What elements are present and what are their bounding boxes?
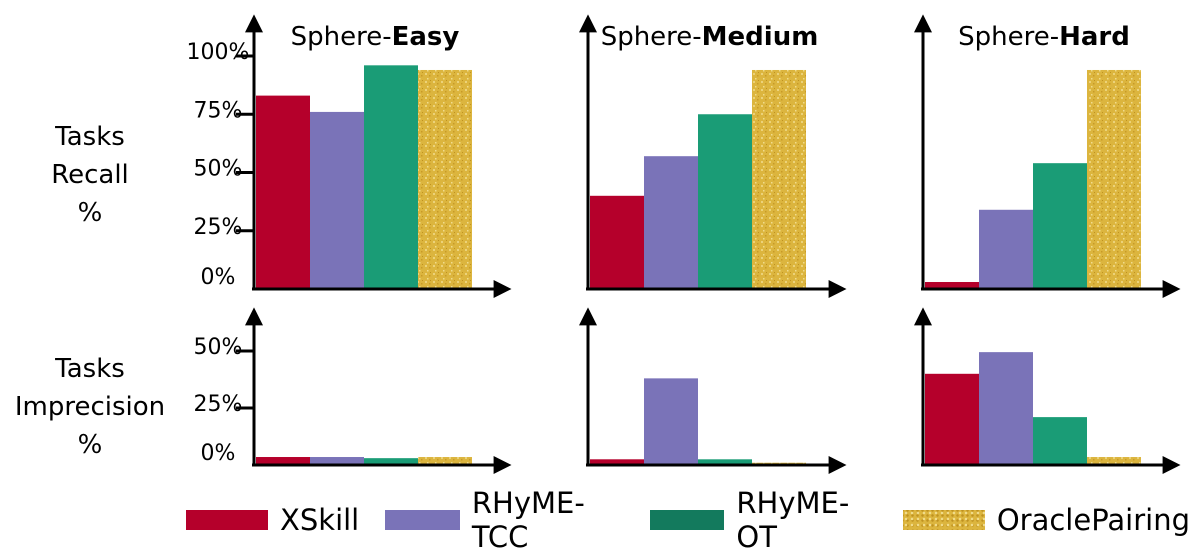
row-label-imprecision-line1: Tasks	[55, 354, 125, 384]
bar-oraclepairing	[418, 69, 472, 289]
panel-2: Sphere-Medium	[579, 14, 847, 298]
bar-rhyme-tcc	[310, 457, 364, 465]
panel-title: Sphere-Hard	[958, 22, 1130, 52]
bar-rhyme-tcc	[979, 352, 1033, 465]
bar-xskill	[590, 195, 644, 289]
bar-rhyme-ot	[364, 458, 418, 465]
bar-xskill	[256, 95, 310, 289]
bar-xskill	[925, 373, 979, 465]
y-tick-label: 100%	[187, 40, 250, 65]
legend-swatch-rhyme-ot	[649, 510, 725, 530]
panel-5	[579, 307, 847, 474]
bar-oraclepairing	[1087, 457, 1141, 465]
y-tick-label: 50%	[194, 157, 243, 182]
bar-rhyme-tcc	[979, 209, 1033, 289]
bar-rhyme-ot	[698, 114, 752, 289]
bar-rhyme-tcc	[644, 156, 698, 289]
row-label-recall-line1: Tasks	[55, 122, 125, 152]
row-label-recall-line2: Recall	[51, 160, 129, 190]
row-label-imprecision-line2: Imprecision	[14, 392, 166, 422]
bar-xskill	[256, 457, 310, 465]
legend-swatch-rhyme-tcc	[385, 510, 460, 530]
bar-rhyme-tcc	[644, 378, 698, 465]
panel-title-prefix: Sphere-	[958, 22, 1059, 52]
bar-rhyme-ot	[698, 459, 752, 465]
legend-label-oraclepairing: OraclePairing	[996, 503, 1190, 537]
y-tick-label: 0%	[201, 265, 236, 290]
panel-title: Sphere-Medium	[601, 22, 819, 52]
legend-swatch-oraclepairing	[902, 510, 985, 530]
panel-title-prefix: Sphere-	[601, 22, 702, 52]
panel-1: 0% 25% 50% 75% 100% Sphere-Easy	[187, 14, 512, 298]
legend-label-rhyme-ot: RHyME-OT	[736, 486, 850, 554]
panel-4: 0% 25% 50%	[194, 307, 512, 474]
legend-item-rhyme-ot: RHyME-OT	[649, 486, 877, 554]
legend-item-oraclepairing: OraclePairing	[902, 503, 1190, 537]
panel-title-difficulty: Hard	[1059, 22, 1130, 52]
bar-rhyme-tcc	[310, 111, 364, 289]
panel-6	[914, 307, 1181, 474]
y-tick-label: 0%	[201, 441, 236, 466]
panel-3: Sphere-Hard	[914, 14, 1181, 298]
row-label-imprecision-line3: %	[77, 430, 103, 460]
bar-oraclepairing	[418, 457, 472, 465]
bar-rhyme-ot	[1033, 163, 1087, 289]
y-tick-label: 25%	[194, 215, 243, 240]
bar-xskill	[590, 459, 644, 465]
bar-rhyme-ot	[364, 65, 418, 289]
bar-rhyme-ot	[1033, 417, 1087, 465]
legend-item-xskill: XSkill	[186, 503, 359, 537]
legend-swatch-xskill	[186, 510, 268, 530]
legend-label-xskill: XSkill	[280, 503, 360, 537]
y-tick-label: 50%	[194, 335, 243, 360]
panel-title-difficulty: Easy	[392, 22, 460, 52]
chart-figure: 0%25%50%75%100%Sphere-Easy Sphere-Medium S…	[187, 14, 1181, 474]
panel-title-prefix: Sphere-	[291, 22, 392, 52]
bar-oraclepairing	[752, 69, 806, 289]
panel-title: Sphere-Easy	[291, 22, 460, 52]
panel-title-difficulty: Medium	[702, 22, 819, 52]
legend: XSkill RHyME-TCC RHyME-OT OraclePairing	[186, 486, 1190, 554]
bar-xskill	[925, 282, 979, 289]
row-label-recall: Tasks Recall %	[30, 118, 150, 232]
y-tick-label: 25%	[194, 392, 243, 417]
y-tick-label: 75%	[194, 98, 243, 123]
bar-oraclepairing	[1087, 69, 1141, 289]
row-label-imprecision: Tasks Imprecision %	[10, 350, 170, 464]
row-label-recall-line3: %	[77, 198, 103, 228]
